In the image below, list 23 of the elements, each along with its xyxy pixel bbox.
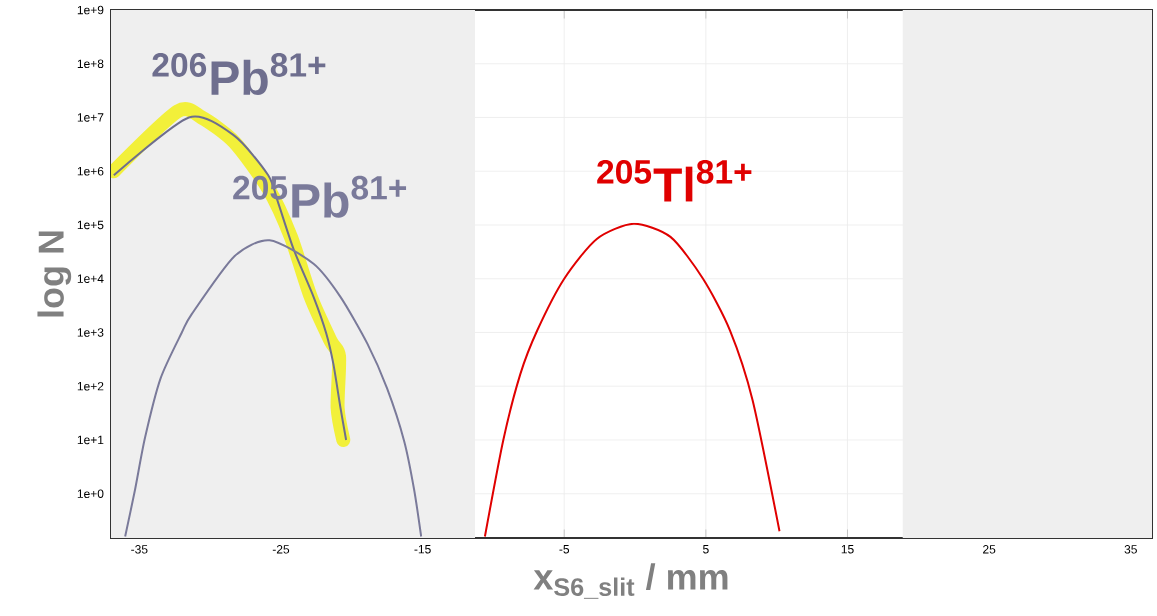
y-tick-label: 1e+2 bbox=[77, 381, 104, 391]
y-tick-label: 1e+0 bbox=[77, 489, 104, 498]
y-tick-label: 1e+4 bbox=[77, 274, 104, 283]
line-series bbox=[483, 222, 781, 538]
x-tick-label: 5 bbox=[703, 545, 709, 554]
y-tick-label: 1e+3 bbox=[77, 328, 104, 337]
y-tick-label: 1e+9 bbox=[77, 5, 104, 15]
x-tick-label: -15 bbox=[414, 545, 431, 554]
y-tick-label: 1e+7 bbox=[77, 113, 104, 122]
y-axis-title: log N bbox=[37, 231, 72, 317]
y-tick-label: 1e+8 bbox=[77, 59, 104, 68]
x-axis-title: x$_{S6_slit}$ / mm bbox=[533, 563, 728, 599]
x-tick-label: -35 bbox=[131, 545, 148, 554]
y-tick-label: 1e+5 bbox=[77, 220, 104, 230]
y-tick-label: 1e+6 bbox=[77, 167, 104, 176]
x-tick-label: 15 bbox=[841, 545, 854, 554]
y-tick-label: 1e+1 bbox=[77, 435, 104, 445]
x-tick-label: -5 bbox=[559, 545, 570, 554]
x-tick-label: -25 bbox=[272, 545, 290, 554]
x-tick-label: 35 bbox=[1124, 545, 1137, 554]
series-label: $^{205}$Tl$^{81+}$ bbox=[597, 159, 752, 202]
series-label: $^{206}$Pb$^{81+}$ bbox=[152, 53, 326, 96]
x-tick-label: 25 bbox=[983, 545, 996, 554]
